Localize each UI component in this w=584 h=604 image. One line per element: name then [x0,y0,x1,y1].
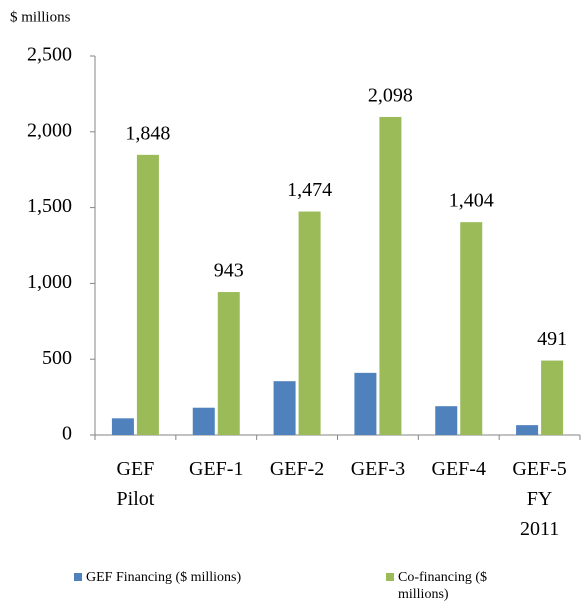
x-tick-label: GEF-4 [432,458,486,480]
bar [541,360,564,435]
legend-swatch [74,573,82,581]
value-label: 1,404 [449,190,494,212]
x-tick-label: GEF-5 FY 2011 [512,458,566,540]
legend-swatch [386,573,394,581]
y-axis-label: $ millions [10,9,71,25]
y-tick-label: 500 [42,347,72,369]
x-tick-label: GEF-3 [351,458,405,480]
value-label: 943 [214,260,244,282]
bar [379,116,402,435]
y-tick-label: 2,500 [27,44,72,66]
bar [516,425,539,435]
bar [298,211,321,435]
value-label: 1,474 [287,179,332,201]
value-label: 2,098 [368,85,413,107]
x-tick-label: GEF-2 [270,458,324,480]
bar [192,407,215,435]
value-label: 1,848 [125,122,170,144]
bar [273,381,296,435]
value-label: 491 [537,328,567,350]
y-tick-label: 0 [62,423,72,445]
legend-label: GEF Financing ($ millions) [86,570,242,585]
bar [460,222,483,435]
x-tick-label: GEF-1 [189,458,243,480]
y-tick-label: 2,000 [27,119,72,141]
legend-label: Co-financing ($ millions) [398,570,487,602]
bar [111,418,134,435]
x-tick-label: GEF Pilot [117,458,155,510]
bar [136,154,159,435]
y-tick-label: 1,500 [27,195,72,217]
y-tick-label: 1,000 [27,271,72,293]
bar [217,292,240,435]
bar [435,406,458,435]
bar [354,372,377,435]
